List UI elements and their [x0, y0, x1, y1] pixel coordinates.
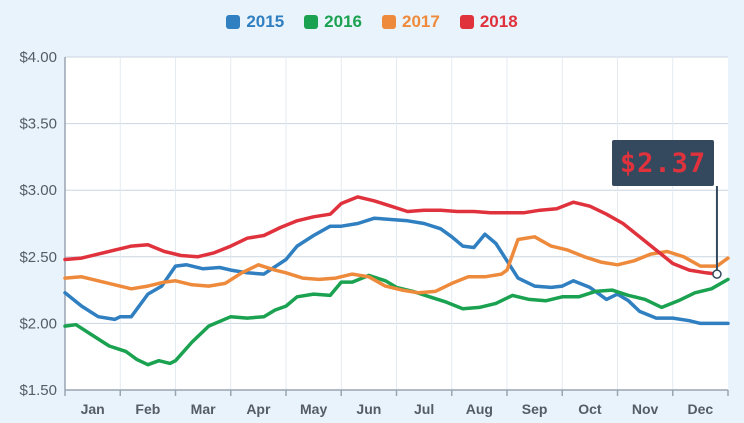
- grid: [65, 56, 728, 391]
- x-tick-label: Feb: [135, 401, 160, 417]
- legend-item-2015: 2015: [226, 12, 284, 32]
- y-tick-label: $3.50: [19, 116, 57, 133]
- x-tick-label: Sep: [522, 401, 548, 417]
- x-tick-label: Apr: [246, 401, 271, 417]
- callout-marker: [712, 269, 722, 279]
- legend-swatch: [382, 15, 396, 29]
- x-tick-label: May: [300, 401, 327, 417]
- legend-swatch: [459, 15, 474, 29]
- legend-swatch: [304, 15, 319, 29]
- y-tick-label: $1.50: [19, 382, 57, 399]
- series-line-2015: [63, 216, 730, 326]
- x-tick-label: Mar: [191, 401, 216, 417]
- annotation: [712, 186, 722, 279]
- legend-item-2016: 2016: [304, 12, 362, 32]
- legend-label: 2016: [324, 12, 362, 31]
- y-tick-label: $4.00: [19, 49, 57, 66]
- x-tick-label: Nov: [632, 401, 659, 417]
- series-line-2018: [63, 195, 719, 276]
- y-tick-label: $2.50: [19, 249, 57, 266]
- callout-value: $2.37: [619, 147, 707, 179]
- legend-label: 2018: [479, 12, 518, 31]
- legend-swatch: [226, 15, 241, 29]
- series-line-2017: [63, 235, 730, 295]
- x-tick-label: Jan: [81, 401, 105, 417]
- x-tick-label: Jun: [356, 401, 381, 417]
- price-callout: $2.37: [612, 140, 714, 186]
- y-tick-label: $2.00: [19, 315, 57, 332]
- tick-labels: $1.50 $2.00 $2.50 $3.00 $3.50 $4.00 Jan Feb Mar A…: [19, 49, 713, 417]
- legend-item-2018: 2018: [459, 12, 518, 32]
- x-tick-label: Dec: [688, 401, 714, 417]
- series-lines: [63, 195, 730, 367]
- chart-legend: 2015 2016 2017 2018: [0, 12, 744, 32]
- x-tick-label: Jul: [414, 401, 434, 417]
- legend-label: 2017: [402, 12, 440, 31]
- legend-item-2017: 2017: [382, 12, 440, 32]
- y-tick-label: $3.00: [19, 182, 57, 199]
- axes: [64, 57, 729, 396]
- x-tick-label: Aug: [466, 401, 493, 417]
- x-tick-label: Oct: [578, 401, 602, 417]
- legend-label: 2015: [246, 12, 285, 31]
